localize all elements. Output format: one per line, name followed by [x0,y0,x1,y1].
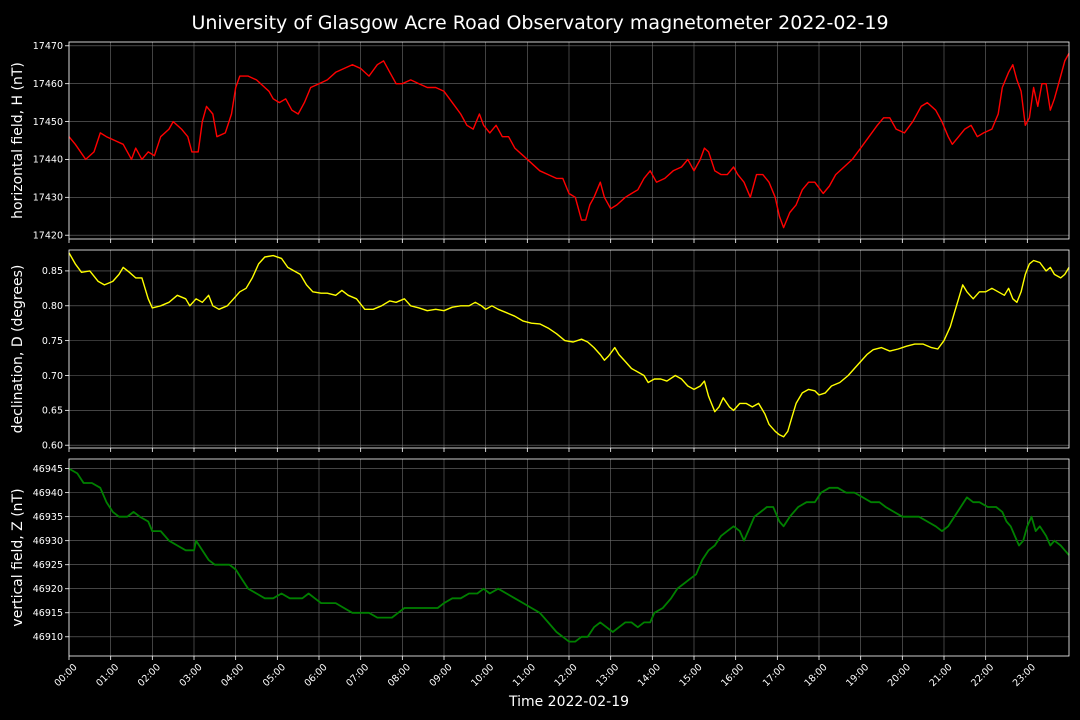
y-tick-label: 0.60 [42,441,63,452]
x-tick-label: 12:00 [553,662,580,689]
x-tick-label: 07:00 [344,662,371,689]
x-tick-label: 19:00 [844,662,871,689]
x-tick-label: 04:00 [219,662,246,689]
panel-h: 17420 17430 17440 17450 17460 17470 horizontal… [10,41,1070,243]
x-tick-label: 22:00 [969,662,996,689]
y-tick-label: 46945 [33,464,63,475]
y-tick-label: 0.80 [42,301,63,312]
y-tick-label: 0.85 [42,266,63,277]
y-tick-label: 46920 [33,584,63,595]
y-tick-label: 17450 [33,117,63,128]
x-tick-label: 09:00 [428,662,455,689]
x-tick-label: 16:00 [719,662,746,689]
x-tick-label: 21:00 [928,662,955,689]
y-tick-label: 17420 [33,231,63,242]
series-line-h [68,53,1070,229]
y-tick-label: 17460 [33,79,63,90]
x-tick-label: 10:00 [469,662,496,689]
y-tick-label: 46925 [33,560,63,571]
y-tick-label: 46940 [33,488,63,499]
y-tick-label: 17440 [33,155,63,166]
x-tick-label: 00:00 [53,662,80,689]
x-tick-label: 11:00 [511,662,538,689]
x-tick-label: 13:00 [594,662,621,689]
gridlines [68,250,1069,448]
y-tick-label: 0.65 [42,406,63,417]
x-tick-label: 01:00 [94,662,121,689]
x-tick-label: 18:00 [803,662,830,689]
y-tick-label: 46930 [33,536,63,547]
x-tick-label: 14:00 [636,662,663,689]
chart-title: University of Glasgow Acre Road Observat… [191,12,888,34]
x-tick-label: 05:00 [261,662,288,689]
x-tick-label: 17:00 [761,662,788,689]
x-tick-label: 02:00 [136,662,163,689]
x-tick-label: 23:00 [1011,662,1038,689]
panel-frame [68,458,1070,657]
x-axis: 00:00 01:00 02:00 03:00 04:00 05:00 06:00 07:00… [53,662,1038,689]
panel-z: 46910 46915 46920 46925 46930 46935 46940 46945… [10,458,1070,660]
y-axis-label: horizontal field, H (nT) [10,62,26,219]
x-tick-label: 03:00 [178,662,205,689]
y-axis-label: vertical field, Z (nT) [10,488,26,626]
gridlines [68,42,1069,239]
panel-frame [68,41,1070,240]
x-tick-label: 15:00 [678,662,705,689]
x-tick-label: 20:00 [886,662,913,689]
x-tick-label: 08:00 [386,662,413,689]
panel-frame [68,249,1070,449]
y-tick-label: 0.75 [42,336,63,347]
y-tick-label: 0.70 [42,371,63,382]
series-line-d [68,252,1070,438]
y-tick-label: 46935 [33,512,63,523]
gridlines [68,459,1069,656]
y-tick-label: 17470 [33,41,63,52]
y-tick-label: 46910 [33,632,63,643]
x-tick-label: 06:00 [303,662,330,689]
x-axis-label: Time 2022-02-19 [508,694,629,710]
y-tick-label: 17430 [33,193,63,204]
chart-panels: 17420 17430 17440 17450 17460 17470 horizontal… [10,41,1070,660]
panel-d: 0.60 0.65 0.70 0.75 0.80 0.85 declination, D (… [10,249,1070,452]
series-line-z [68,467,1070,643]
y-tick-label: 46915 [33,608,63,619]
y-axis-label: declination, D (degrees) [10,265,26,434]
